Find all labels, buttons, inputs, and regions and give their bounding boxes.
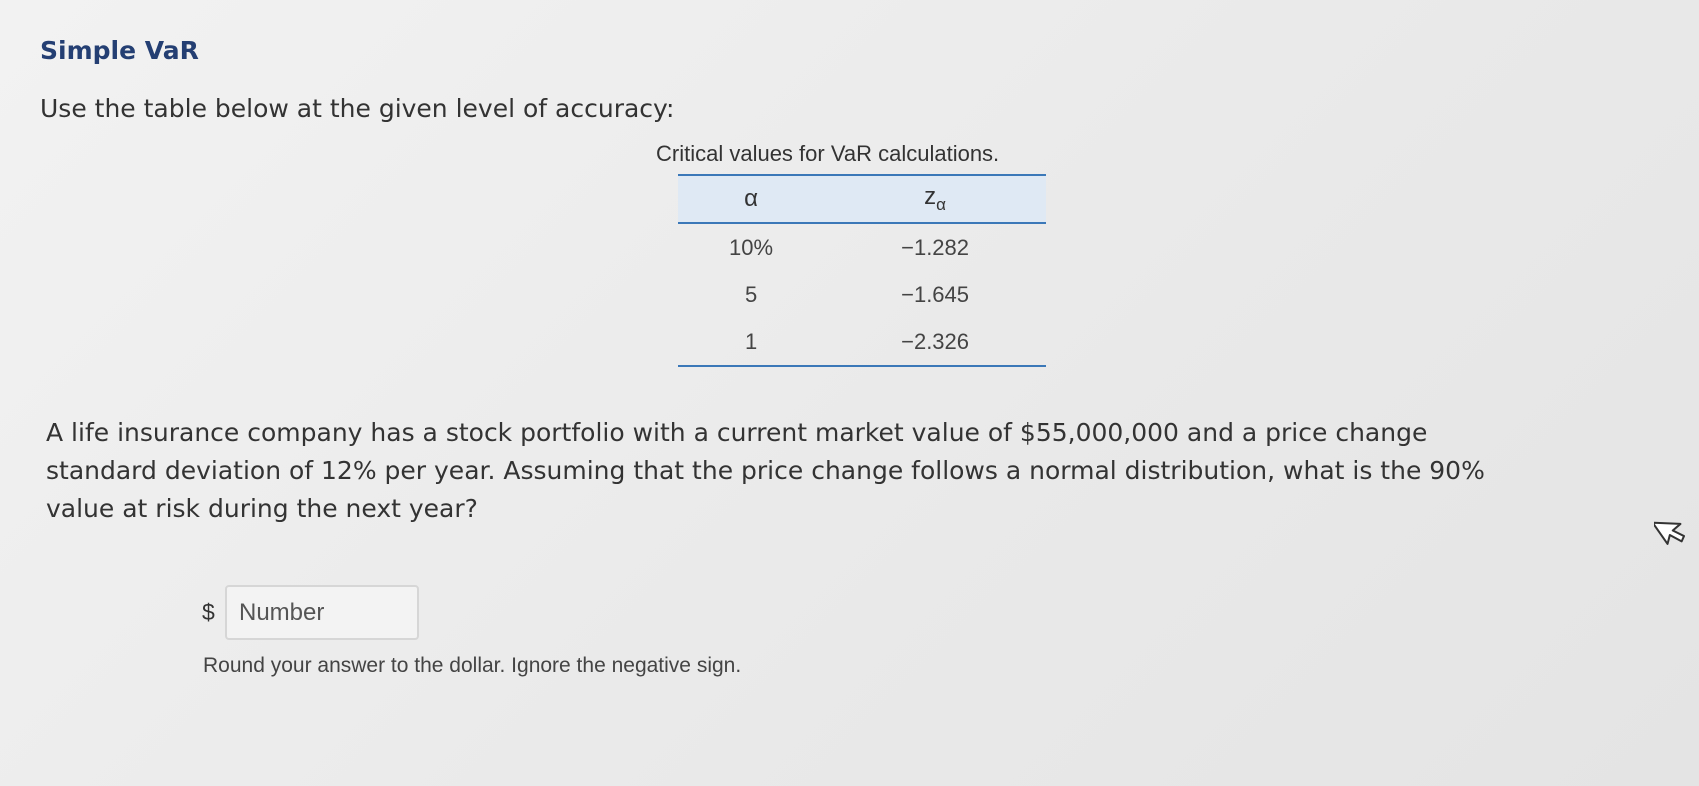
column-header: zα — [824, 174, 1046, 224]
table-caption: Critical values for VaR calculations. — [656, 141, 1000, 166]
table-row: 10% −1.282 — [678, 223, 1046, 271]
column-subscript: α — [936, 194, 946, 214]
table-cell: 10% — [729, 234, 774, 260]
input-placeholder: Number — [239, 599, 325, 626]
currency-sign: $ — [202, 599, 215, 625]
page-title: Simple VaR — [40, 36, 199, 65]
question-line: A life insurance company has a stock por… — [46, 418, 1428, 447]
table-cell: 1 — [678, 318, 825, 367]
table-row: 1 −2.326 — [678, 318, 1046, 367]
mouse-cursor — [1654, 521, 1686, 545]
column-symbol: z — [924, 183, 937, 211]
question-line: standard deviation of 12% per year. Assu… — [46, 456, 1485, 485]
table-cell: −2.326 — [824, 318, 1046, 367]
question-line: value at risk during the next year? — [46, 494, 478, 523]
table-cell: −1.645 — [901, 281, 970, 307]
table-cell: 5 — [744, 281, 758, 307]
column-header: α — [678, 174, 825, 224]
table-body: 10% −1.282 5 −1.645 1 −2.326 — [678, 223, 1046, 367]
column-symbol: α — [744, 185, 758, 212]
answer-note: Round your answer to the dollar. Ignore … — [203, 654, 742, 677]
table-row: 5 −1.645 — [678, 271, 1046, 318]
critical-values-table: α zα 10% −1.282 5 −1.645 1 −2.326 — [678, 174, 1046, 367]
answer-input[interactable]: Number — [225, 585, 419, 640]
instruction: Use the table below at the given level o… — [40, 94, 675, 123]
header-row: α zα — [678, 174, 1046, 224]
table-cell: −1.282 — [901, 234, 970, 260]
